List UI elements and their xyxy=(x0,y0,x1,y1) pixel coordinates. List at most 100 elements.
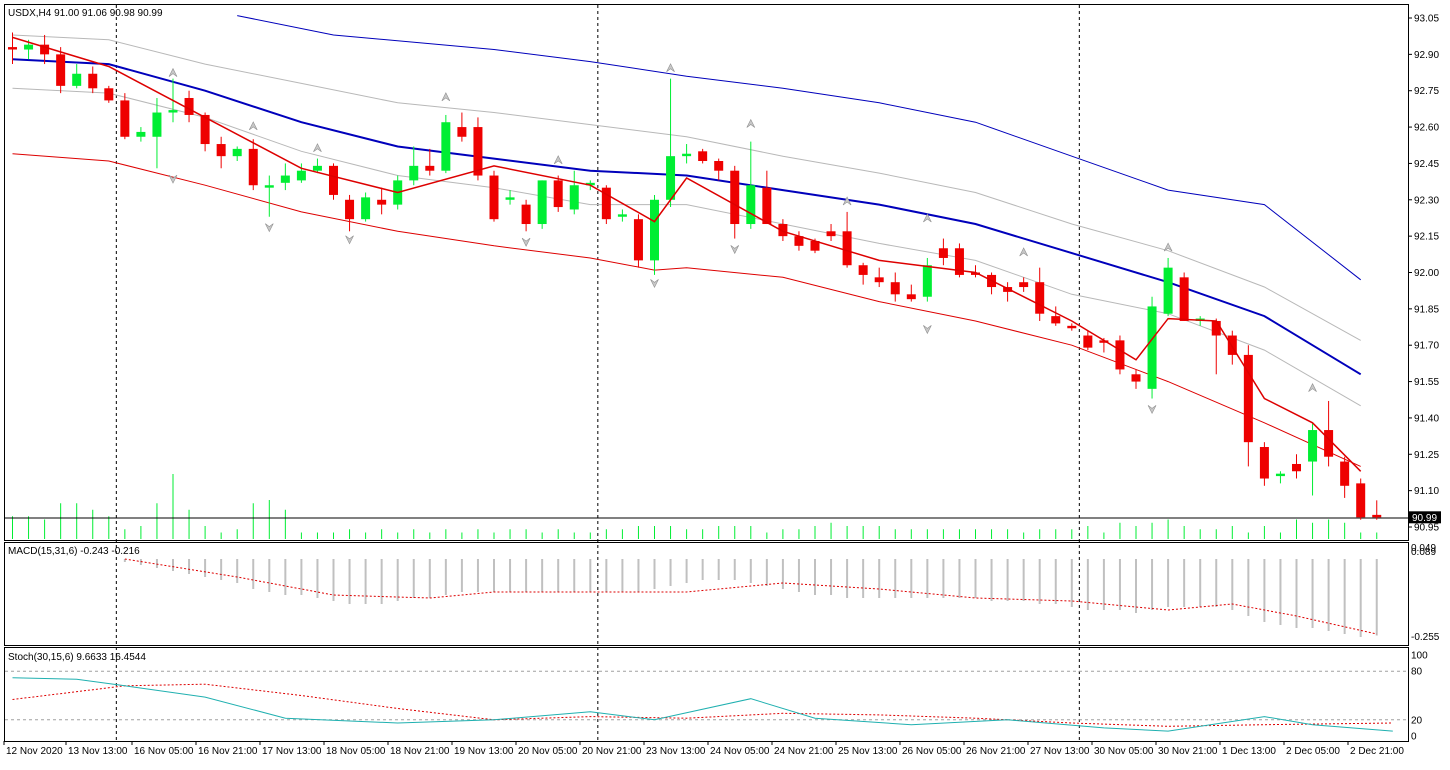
candle-bear xyxy=(248,148,258,186)
stoch-main-line xyxy=(12,677,1393,732)
candle-bear xyxy=(1067,325,1077,329)
candle-bear xyxy=(842,231,852,266)
price-axis-label: 92.15 xyxy=(1414,232,1439,243)
candle-bear xyxy=(1051,316,1061,324)
candle-bear xyxy=(826,231,836,237)
candle-bear xyxy=(1243,354,1253,443)
time-axis-label: 19 Nov 13:00 xyxy=(454,746,514,757)
candle-bull xyxy=(682,153,692,157)
fractal-up-arrow xyxy=(313,143,322,152)
candle-bull xyxy=(264,185,274,188)
time-axis-label: 13 Nov 13:00 xyxy=(68,746,128,757)
fractal-up-arrow xyxy=(1308,383,1317,392)
time-axis-label: 24 Nov 05:00 xyxy=(710,746,770,757)
price-axis-label: 91.10 xyxy=(1414,486,1439,497)
candle-bull xyxy=(24,44,34,50)
candle-bear xyxy=(1227,335,1237,355)
band-red-upper xyxy=(12,36,1362,472)
candle-bear xyxy=(1179,277,1189,321)
candle-bear xyxy=(778,224,788,237)
macd-header-label: MACD(15,31,6) -0.243 -0.216 xyxy=(8,546,140,557)
candle-bull xyxy=(1163,267,1173,314)
time-axis-label: 26 Nov 05:00 xyxy=(902,746,962,757)
fractal-up-arrow xyxy=(553,155,563,165)
main-pane-frame xyxy=(4,4,1409,541)
candle-bear xyxy=(8,47,17,50)
time-axis-label: 1 Dec 13:00 xyxy=(1222,746,1276,757)
price-axis-label: 91.70 xyxy=(1414,341,1439,352)
candle-bear xyxy=(88,73,98,89)
candle-bull xyxy=(232,148,242,157)
candle-bear xyxy=(345,199,355,220)
time-axis-label: 18 Nov 05:00 xyxy=(326,746,386,757)
candle-bull xyxy=(441,122,451,171)
fractal-down-arrow xyxy=(923,325,932,335)
candle-bear xyxy=(601,187,611,220)
fractal-up-arrow xyxy=(248,121,258,131)
candle-bear xyxy=(104,88,114,101)
price-axis-label: 92.90 xyxy=(1414,50,1439,61)
candle-bear xyxy=(216,144,226,157)
candle-bull xyxy=(746,185,756,225)
grid-layer xyxy=(115,5,1080,741)
candle-bear xyxy=(1259,447,1269,479)
candle-bear xyxy=(1356,483,1366,518)
fractal-down-arrow xyxy=(345,235,354,245)
candle-bear xyxy=(200,114,210,145)
band-outer-blue xyxy=(237,15,1362,281)
fractal-up-arrow xyxy=(168,67,178,77)
candle-bear xyxy=(473,127,483,176)
price-axis-label: 91.40 xyxy=(1414,413,1439,424)
candle-bear xyxy=(874,277,884,283)
time-axis-label: 20 Nov 05:00 xyxy=(518,746,578,757)
stoch-axis-label: 0 xyxy=(1411,732,1417,743)
time-axis-label: 17 Nov 13:00 xyxy=(262,746,322,757)
candle-bear xyxy=(521,204,531,225)
time-axis-label: 20 Nov 21:00 xyxy=(582,746,642,757)
fractal-up-arrow xyxy=(842,196,852,206)
candle-bear xyxy=(1292,463,1301,472)
candle-bear xyxy=(1372,514,1382,518)
fractal-up-arrow xyxy=(923,213,932,223)
time-axis-label: 26 Nov 21:00 xyxy=(966,746,1026,757)
price-axis-label: 91.85 xyxy=(1414,304,1439,315)
candle-bull xyxy=(1147,306,1157,389)
axes-layer: 93.05 92.90 92.75 92.60 92.45 92.30 92.15 92.00… xyxy=(3,14,1441,757)
fractal-down-arrow xyxy=(265,223,274,233)
price-axis-label: 92.75 xyxy=(1414,86,1439,97)
stoch-signal-line xyxy=(12,683,1393,727)
candle-bear xyxy=(714,161,724,171)
stoch-axis-label: 100 xyxy=(1411,651,1428,662)
candle-bear xyxy=(40,44,50,55)
candle-bull xyxy=(569,185,579,210)
stoch-axis-label: 80 xyxy=(1411,667,1423,678)
price-axis-label: 91.25 xyxy=(1414,450,1439,461)
fractal-up-arrow xyxy=(666,63,675,72)
band-gray-middle xyxy=(12,87,1361,407)
price-axis-label: 92.45 xyxy=(1414,159,1439,170)
candle-bear xyxy=(329,165,338,195)
candle-bear xyxy=(56,54,66,86)
price-axis-label: 91.55 xyxy=(1414,377,1439,388)
candle-bear xyxy=(1019,282,1029,288)
candle-bear xyxy=(1340,461,1350,486)
candle-bull xyxy=(312,165,322,171)
fractal-down-arrow xyxy=(168,174,178,184)
candle-bull xyxy=(136,131,146,137)
fractal-up-arrow xyxy=(746,118,756,128)
candle-bull xyxy=(922,265,932,297)
moving-average-blue xyxy=(12,58,1362,376)
candle-bear xyxy=(698,151,708,162)
price-axis-label: 92.60 xyxy=(1414,123,1439,134)
candle-bear xyxy=(858,265,868,275)
time-axis-label: 16 Nov 05:00 xyxy=(134,746,194,757)
candle-bull xyxy=(409,165,419,181)
candle-bear xyxy=(1035,282,1045,314)
candle-bull xyxy=(617,214,627,217)
candle-bull xyxy=(505,197,515,200)
fractal-up-arrow xyxy=(441,92,451,102)
candle-bull xyxy=(1308,430,1318,462)
fractal-up-arrow xyxy=(1163,242,1173,252)
